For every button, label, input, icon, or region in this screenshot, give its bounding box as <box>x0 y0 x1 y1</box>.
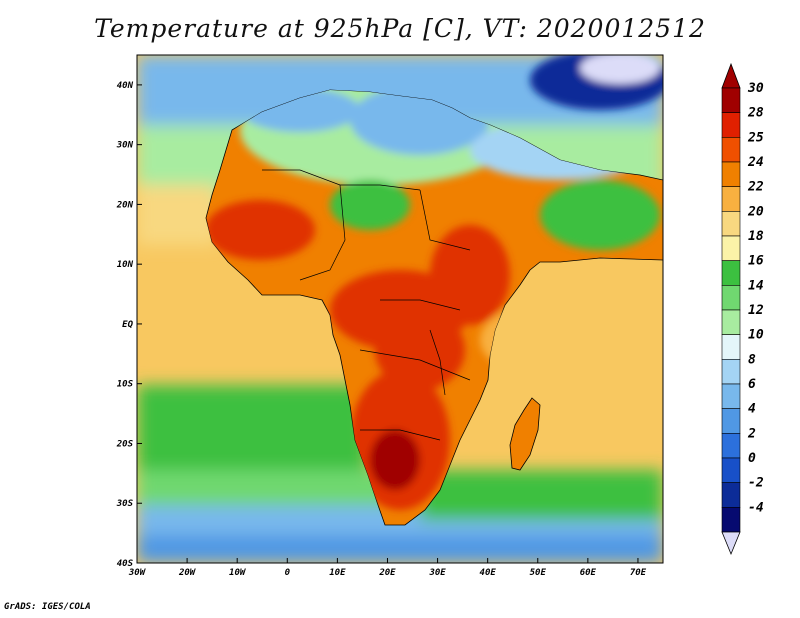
colorbar-label: 12 <box>748 303 764 318</box>
atlantic-warm-strip <box>137 185 217 245</box>
lon-tick-label: 60E <box>580 568 597 578</box>
colorbar-swatch <box>721 285 741 311</box>
colorbar-label: 4 <box>748 402 756 417</box>
colorbar-label: 16 <box>748 254 764 269</box>
colorbar-label: 22 <box>747 180 764 195</box>
colorbar-swatch <box>721 482 741 508</box>
colorbar-label: 6 <box>748 377 756 392</box>
colorbar-swatch <box>721 211 741 237</box>
colorbar-swatch <box>721 334 741 360</box>
madagascar <box>509 397 541 471</box>
lat-tick-label: 10S <box>117 380 134 390</box>
arabia-south-green <box>540 180 660 250</box>
colorbar-label: 25 <box>747 130 764 145</box>
colorbar-swatch <box>721 359 741 385</box>
colorbar-swatch <box>721 433 741 459</box>
lat-tick-label: 10N <box>117 260 134 270</box>
map-axes: 30W 20W 10W 0 10E 20E 30E 40E 50E 60E 70E 40N 30N 20N… <box>116 81 647 578</box>
colorbar-swatch <box>721 186 741 212</box>
colorbar-label: -2 <box>748 476 764 491</box>
colorbar-label: 24 <box>747 155 764 170</box>
lat-tick-label: 20S <box>116 439 134 449</box>
lat-tick-label: 20N <box>116 200 134 210</box>
colorbar-swatch <box>721 87 741 113</box>
colorbar-swatch <box>721 457 741 483</box>
colorbar-label: 18 <box>748 229 764 244</box>
colorbar-swatch <box>721 235 741 261</box>
lon-tick-label: 50E <box>530 568 547 578</box>
chad-green-zone <box>330 180 410 230</box>
colorbar-swatch <box>721 161 741 187</box>
temperature-map: 30W 20W 10W 0 10E 20E 30E 40E 50E 60E 70E 40N 30N 20N… <box>116 54 764 578</box>
lon-tick-label: 10E <box>329 568 346 578</box>
map-field <box>137 55 663 563</box>
lon-tick-label: 20W <box>178 568 197 578</box>
lon-tick-label: 0 <box>285 568 291 578</box>
grads-credit: GrADS: IGES/COLA <box>4 602 91 612</box>
lon-tick-label: 30W <box>128 568 147 578</box>
lat-tick-label: EQ <box>122 320 133 330</box>
colorbar-high-cap <box>721 62 741 89</box>
colorbar-swatch <box>721 309 741 335</box>
caucasus-coldest <box>580 55 660 84</box>
colorbar-label: 20 <box>747 204 764 219</box>
colorbar-label: 0 <box>748 451 756 466</box>
lon-tick-label: 30E <box>428 568 446 578</box>
map-title: Temperature at 925hPa [C], VT: 202001251… <box>94 14 706 43</box>
colorbar-swatch <box>721 408 741 434</box>
plot-frame <box>136 54 664 564</box>
colorbar-swatch <box>721 137 741 163</box>
colorbar-swatch <box>721 383 741 409</box>
kalahari-hottest <box>370 430 420 490</box>
lat-tick-label: 30S <box>116 499 134 509</box>
lon-tick-label: 70E <box>630 568 647 578</box>
colorbar-low-cap <box>721 531 741 556</box>
country-borders <box>262 169 471 441</box>
colorbar-swatch <box>721 112 741 138</box>
lon-tick-label: 10W <box>229 568 247 578</box>
colorbar-label: -4 <box>748 500 764 515</box>
colorbar-label: 10 <box>748 328 764 343</box>
lat-tick-label: 40N <box>117 81 134 91</box>
zambia-hot <box>375 310 465 390</box>
colorbar-swatch <box>721 260 741 286</box>
indian-ocean-green <box>420 470 663 520</box>
colorbar-label: 14 <box>748 278 764 293</box>
lat-tick-label: 30N <box>116 141 134 151</box>
southern-ocean-cold <box>137 535 663 563</box>
colorbar-label: 8 <box>748 352 756 367</box>
west-africa-hot <box>206 200 315 260</box>
lat-tick-label: 40S <box>117 559 134 569</box>
colorbar-label: 30 <box>747 81 764 96</box>
lon-tick-label: 20E <box>378 568 396 578</box>
lon-tick-label: 40E <box>480 568 497 578</box>
colorbar-label: 2 <box>747 426 756 441</box>
colorbar-label: 28 <box>747 106 764 121</box>
colorbar-swatch <box>721 507 741 533</box>
